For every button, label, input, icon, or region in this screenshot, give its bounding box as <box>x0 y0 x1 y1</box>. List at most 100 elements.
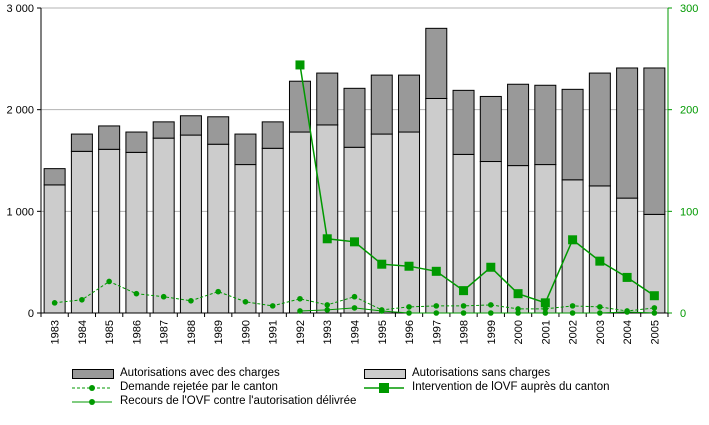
bar-sans-charges <box>425 97 448 314</box>
x-tick-label: 2002 <box>568 320 580 344</box>
bar-sans-charges <box>288 131 311 314</box>
point-demande-rejetee <box>133 290 140 297</box>
point-demande-rejetee <box>188 298 194 304</box>
y2-tick-label: 300 <box>680 3 698 15</box>
point-demande-rejetee <box>324 302 331 308</box>
point-demande-rejetee <box>160 293 167 300</box>
point-recours-ovf <box>433 310 440 316</box>
point-intervention-ovf <box>431 266 441 276</box>
y2-tick-label: 200 <box>680 105 698 117</box>
point-recours-ovf <box>651 310 658 316</box>
x-tick-label: 1995 <box>377 320 389 344</box>
bar-avec-charges <box>343 87 366 148</box>
x-tick-label: 2005 <box>649 320 661 344</box>
bar-sans-charges <box>152 137 175 314</box>
point-intervention-ovf <box>322 234 332 244</box>
line-intervention-ovf <box>299 64 655 304</box>
bar-sans-charges <box>343 146 366 314</box>
bar-sans-charges <box>616 197 639 314</box>
x-tick-label: 1989 <box>213 320 225 344</box>
point-intervention-ovf <box>486 262 496 272</box>
x-tick-label: 1984 <box>77 320 89 344</box>
point-intervention-ovf <box>350 237 359 247</box>
bar-sans-charges <box>125 151 148 314</box>
bar-avec-charges <box>507 83 530 167</box>
point-recours-ovf <box>378 308 385 314</box>
bar-sans-charges <box>316 124 339 314</box>
point-intervention-ovf <box>459 286 469 296</box>
y-tick-label: 1 000 <box>6 206 34 218</box>
x-tick-label: 1993 <box>322 320 334 344</box>
x-tick-label: 1990 <box>240 320 252 344</box>
point-intervention-ovf <box>540 298 550 308</box>
bar-avec-charges <box>179 115 202 136</box>
point-demande-rejetee <box>106 278 112 285</box>
x-tick-label: 2004 <box>622 320 634 344</box>
point-recours-ovf <box>460 310 467 316</box>
x-tick-label: 1991 <box>268 320 280 344</box>
y-tick-label: 3 000 <box>6 3 34 15</box>
point-demande-rejetee <box>297 295 303 302</box>
bar-sans-charges <box>588 185 611 314</box>
bar-sans-charges <box>370 133 393 314</box>
bar-avec-charges <box>588 72 611 187</box>
bar-sans-charges <box>234 164 257 314</box>
bar-avec-charges <box>561 88 584 181</box>
point-intervention-ovf <box>622 272 632 282</box>
point-recours-ovf <box>297 308 303 314</box>
bar-avec-charges <box>288 80 311 133</box>
y-tick-label: 0 <box>28 308 34 320</box>
point-intervention-ovf <box>404 261 414 271</box>
bar-avec-charges <box>261 121 284 149</box>
point-recours-ovf <box>569 310 576 316</box>
bar-sans-charges <box>43 184 66 314</box>
point-demande-rejetee <box>351 293 358 300</box>
point-demande-rejetee <box>488 302 494 308</box>
x-tick-label: 1988 <box>186 320 198 344</box>
bar-avec-charges <box>125 131 148 153</box>
bar-sans-charges <box>261 147 284 314</box>
x-tick-label: 1986 <box>131 320 143 344</box>
point-demande-rejetee <box>242 299 249 305</box>
bar-avec-charges <box>370 74 393 135</box>
point-intervention-ovf <box>377 259 387 269</box>
point-demande-rejetee <box>569 303 576 309</box>
bar-avec-charges <box>207 116 230 145</box>
bar-avec-charges <box>98 125 121 150</box>
point-recours-ovf <box>351 305 358 311</box>
bar-avec-charges <box>534 84 557 166</box>
y2-tick-label: 0 <box>680 308 686 320</box>
point-intervention-ovf <box>568 235 578 245</box>
x-tick-label: 1992 <box>295 320 307 344</box>
bar-avec-charges <box>316 72 339 126</box>
bar-sans-charges <box>179 134 202 314</box>
x-tick-label: 2003 <box>595 320 607 344</box>
x-tick-label: 1996 <box>404 320 416 344</box>
point-demande-rejetee <box>515 306 521 312</box>
y2-tick-label: 100 <box>680 206 698 218</box>
point-recours-ovf <box>515 310 521 316</box>
x-tick-label: 2000 <box>513 320 525 344</box>
bar-avec-charges <box>70 133 93 152</box>
x-tick-label: 1983 <box>50 320 62 344</box>
point-demande-rejetee <box>215 288 221 295</box>
point-recours-ovf <box>542 310 549 316</box>
bar-avec-charges <box>43 168 66 186</box>
point-demande-rejetee <box>460 303 467 309</box>
bar-avec-charges <box>234 133 257 166</box>
bar-sans-charges <box>98 148 121 314</box>
bar-sans-charges <box>479 161 502 314</box>
bar-avec-charges <box>425 27 448 99</box>
point-intervention-ovf <box>595 256 605 266</box>
point-recours-ovf <box>624 309 630 315</box>
point-demande-rejetee <box>269 303 276 309</box>
point-intervention-ovf <box>513 289 523 299</box>
y-tick-label: 2 000 <box>6 105 34 117</box>
point-recours-ovf <box>488 310 494 316</box>
x-tick-label: 1998 <box>459 320 471 344</box>
bar-avec-charges <box>479 95 502 163</box>
point-recours-ovf <box>406 310 412 316</box>
bar-avec-charges <box>152 121 175 139</box>
x-tick-label: 1999 <box>486 320 498 344</box>
